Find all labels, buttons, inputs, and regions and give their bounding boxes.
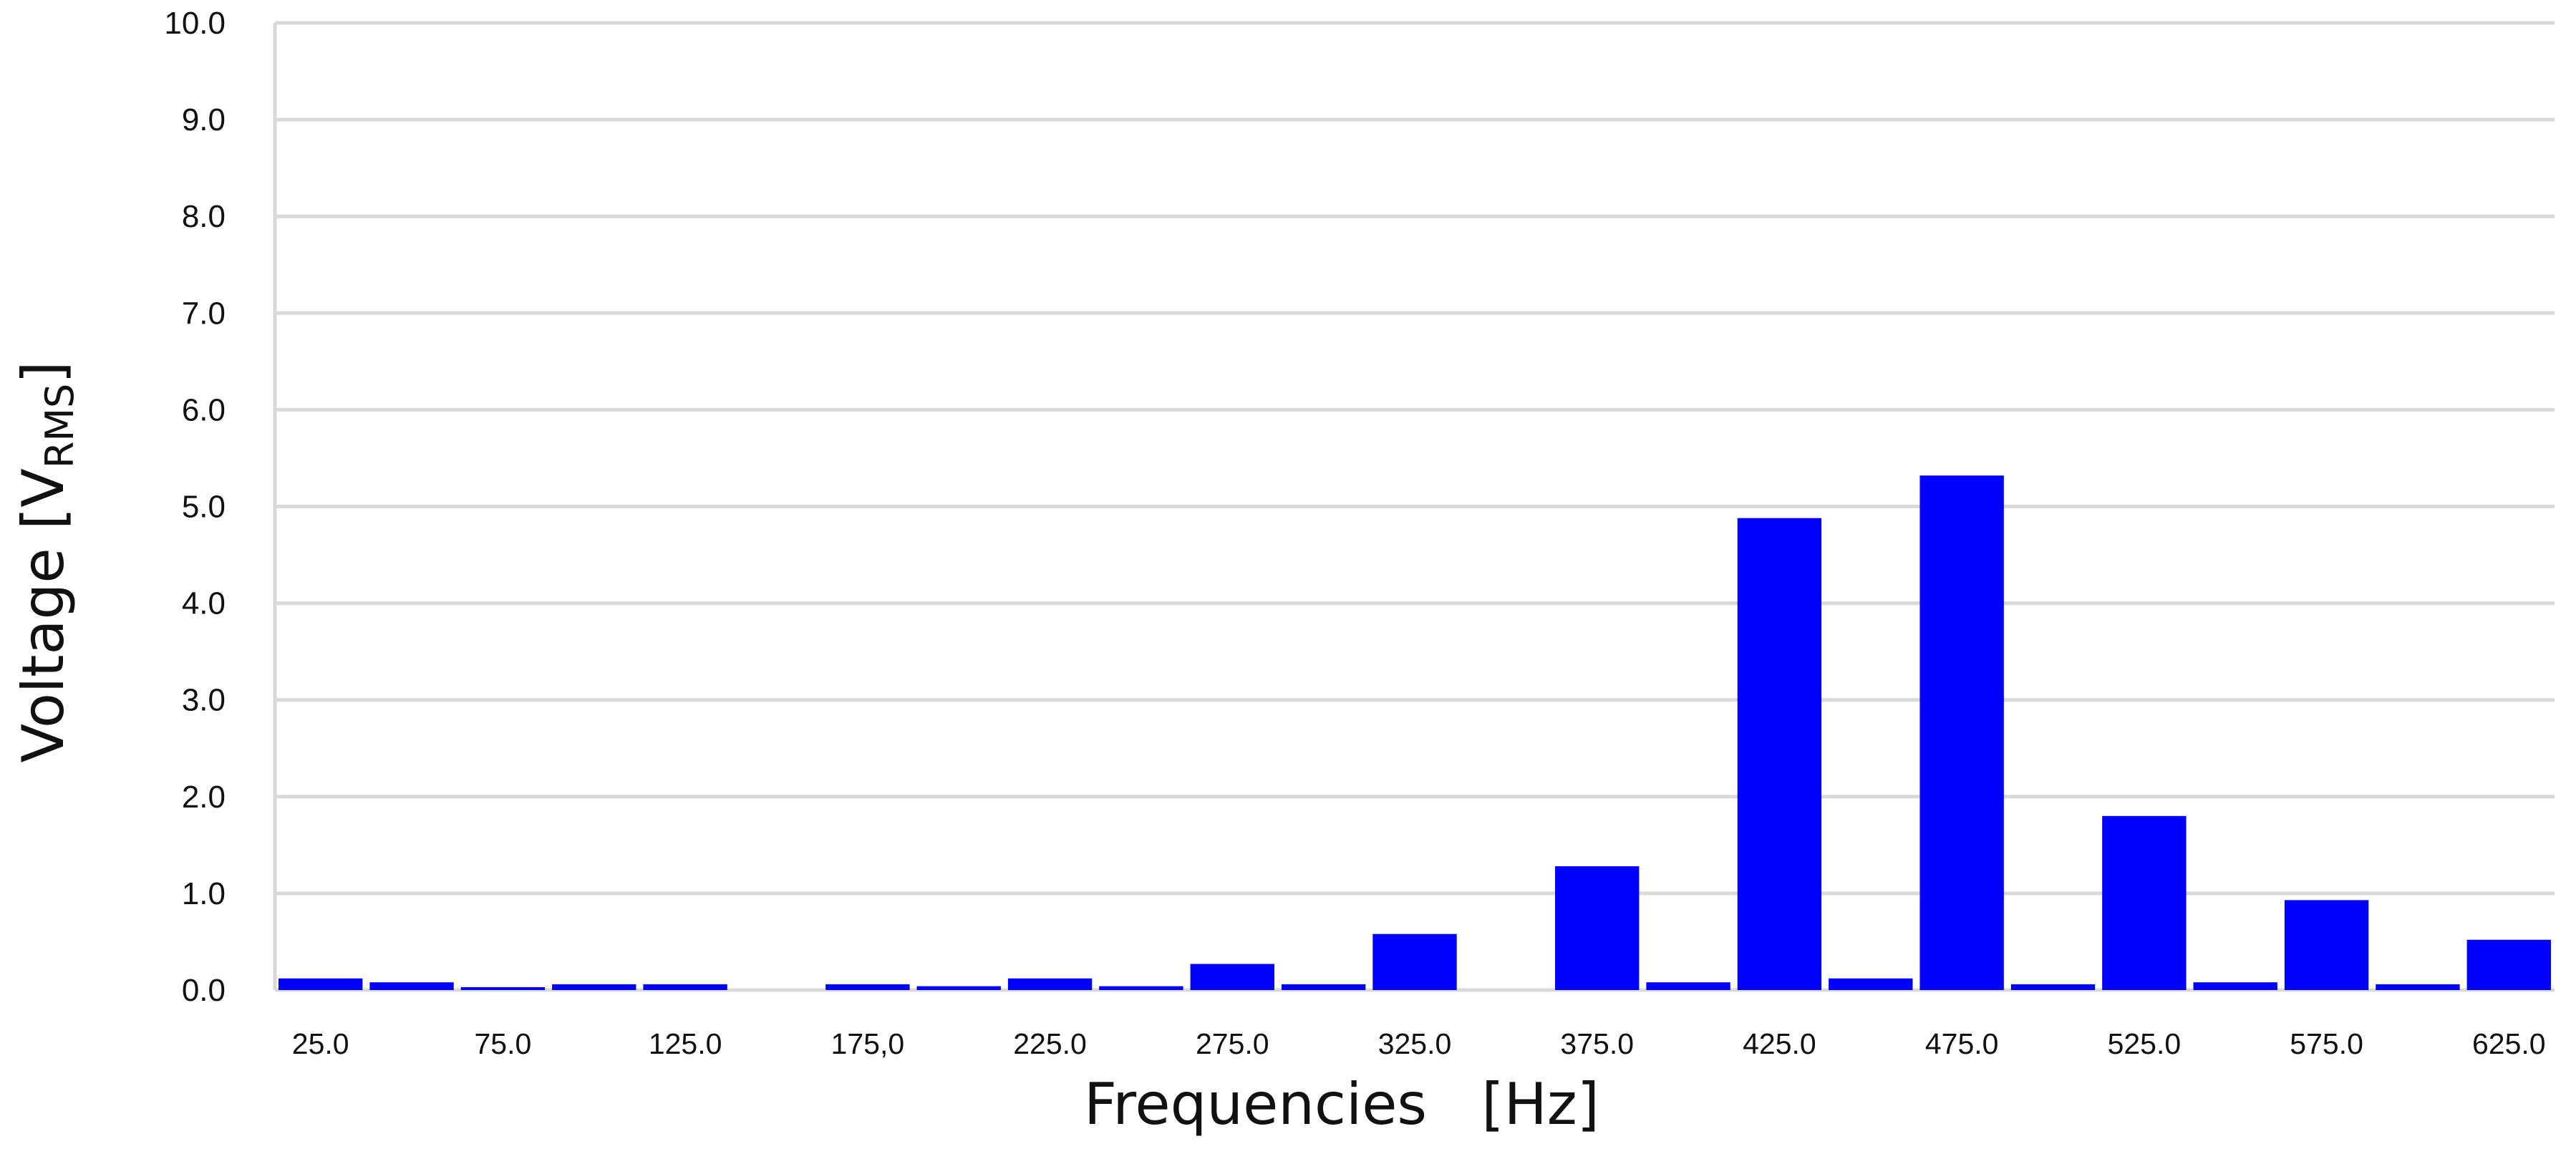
y-axis-title: Voltage [VRMS] xyxy=(10,361,82,762)
x-tick-label: 225.0 xyxy=(1013,1027,1087,1060)
x-tick-label: 25.0 xyxy=(292,1027,349,1060)
y-tick-label: 10.0 xyxy=(164,6,226,41)
bar xyxy=(2010,984,2096,990)
bar xyxy=(1646,982,1730,990)
bar xyxy=(1007,978,1093,990)
y-axis-title-main: Voltage [V xyxy=(10,468,77,763)
y-tick-label: 7.0 xyxy=(182,296,226,331)
x-tick-labels: 25.0 75.0 125.0 175,0 225.0 275.0 325.0 375.0 42… xyxy=(292,1027,2546,1060)
bar xyxy=(2193,982,2277,990)
bar xyxy=(1281,984,1366,990)
y-tick-label: 2.0 xyxy=(182,780,226,815)
bar xyxy=(460,986,546,990)
y-tick-label: 8.0 xyxy=(182,199,226,234)
bar xyxy=(1555,866,1640,990)
bar xyxy=(1190,964,1274,990)
bar xyxy=(2102,815,2187,990)
x-tick-label: 375.0 xyxy=(1560,1027,1634,1060)
x-axis-title: Frequencies [Hz] xyxy=(1084,1071,1599,1138)
bar xyxy=(279,978,363,990)
x-tick-label: 325.0 xyxy=(1378,1027,1452,1060)
bar xyxy=(2284,900,2369,990)
bar xyxy=(1372,934,1457,990)
x-tick-label: 625.0 xyxy=(2472,1027,2546,1060)
y-tick-labels: 0.0 1.0 2.0 3.0 4.0 5.0 6.0 7.0 8.0 9.0 10.0 xyxy=(164,6,226,1008)
x-tick-label: 275.0 xyxy=(1196,1027,1269,1060)
bars xyxy=(279,475,2551,990)
y-axis-title-subscript: RMS xyxy=(37,384,82,468)
y-tick-label: 1.0 xyxy=(182,876,226,911)
x-tick-label: 575.0 xyxy=(2290,1027,2363,1060)
x-tick-label: 525.0 xyxy=(2108,1027,2182,1060)
y-tick-label: 0.0 xyxy=(182,973,226,1008)
bar xyxy=(552,984,636,990)
x-tick-label: 75.0 xyxy=(474,1027,531,1060)
bar xyxy=(1737,518,1822,990)
x-tick-label: 125.0 xyxy=(649,1027,722,1060)
bar xyxy=(1829,978,1913,990)
bar xyxy=(369,982,454,990)
y-tick-label: 9.0 xyxy=(182,102,226,137)
y-axis-title-close: ] xyxy=(10,361,77,383)
bar xyxy=(825,984,910,990)
x-tick-label: 175,0 xyxy=(831,1027,905,1060)
y-tick-label: 5.0 xyxy=(182,490,226,525)
y-tick-label: 3.0 xyxy=(182,683,226,718)
bar xyxy=(916,986,1001,990)
grid-lines xyxy=(273,21,2555,992)
bar xyxy=(2376,984,2460,990)
bar xyxy=(643,984,727,990)
x-tick-label: 425.0 xyxy=(1743,1027,1816,1060)
bar xyxy=(1919,475,2004,990)
x-tick-label: 475.0 xyxy=(1925,1027,1999,1060)
y-tick-label: 6.0 xyxy=(182,392,226,427)
bar xyxy=(1099,986,1183,990)
bar xyxy=(2466,939,2551,990)
y-tick-label: 4.0 xyxy=(182,586,226,621)
